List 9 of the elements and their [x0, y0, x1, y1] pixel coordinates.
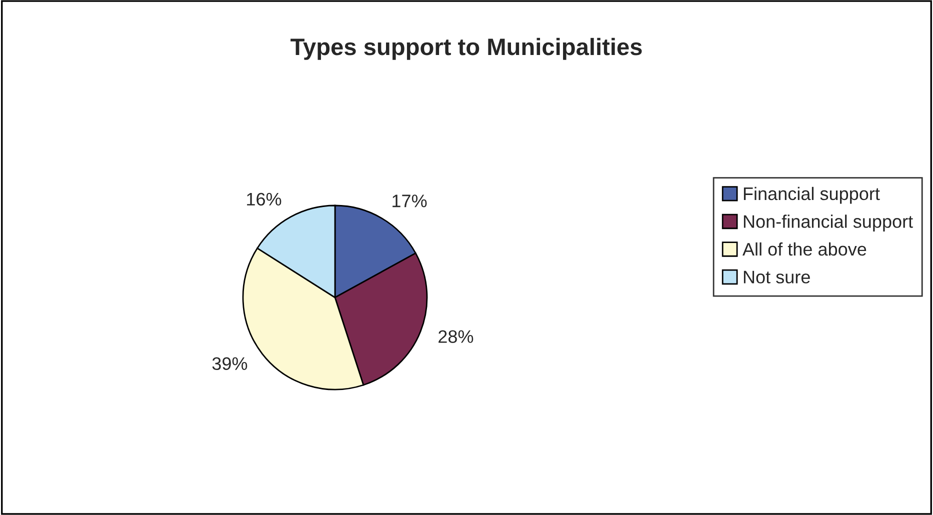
data-label: 17%: [392, 194, 427, 208]
legend-label: Non-financial support: [744, 214, 913, 232]
legend-label: Financial support: [744, 186, 880, 204]
data-label: 16%: [247, 192, 282, 206]
legend-label: All of the above: [742, 242, 866, 256]
data-label: 28%: [438, 330, 474, 343]
chart-title: Types support to Municipalities: [290, 38, 642, 60]
data-label: 39%: [212, 357, 248, 370]
legend-label: Not sure: [744, 270, 810, 284]
